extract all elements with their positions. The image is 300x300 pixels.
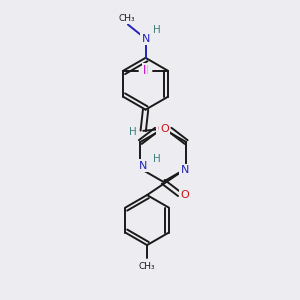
Text: H: H <box>129 127 137 137</box>
Text: I: I <box>145 64 148 77</box>
Text: O: O <box>157 124 166 134</box>
Text: CH₃: CH₃ <box>118 14 135 22</box>
Text: N: N <box>181 165 189 175</box>
Text: O: O <box>180 190 189 200</box>
Text: H: H <box>153 154 160 164</box>
Text: O: O <box>160 124 169 134</box>
Text: CH₃: CH₃ <box>139 262 155 271</box>
Text: I: I <box>143 64 146 77</box>
Text: N: N <box>139 160 147 171</box>
Text: N: N <box>141 34 150 44</box>
Text: H: H <box>153 26 160 35</box>
